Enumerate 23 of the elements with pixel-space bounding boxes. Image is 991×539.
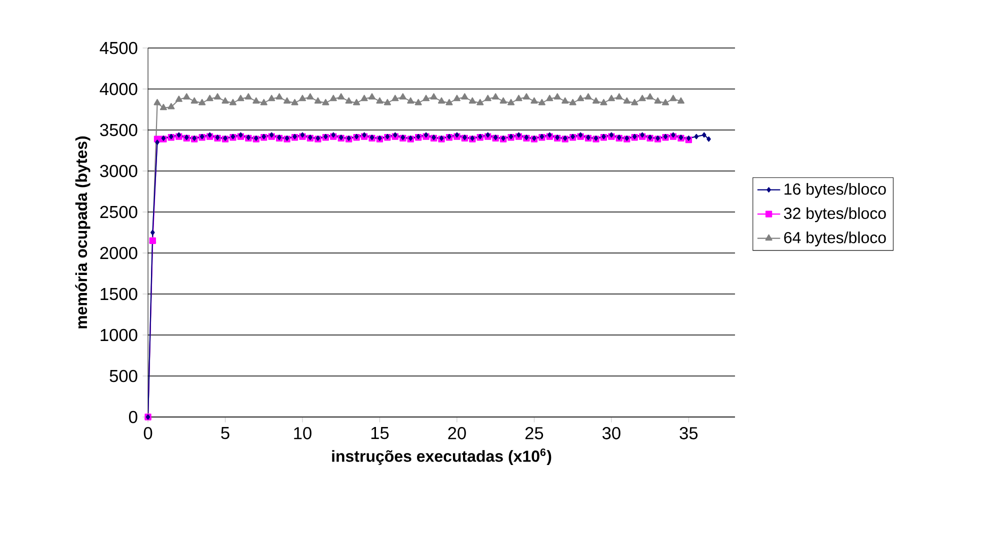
y-tick-label: 500 (110, 370, 138, 382)
x-tick-label: 25 (525, 427, 544, 440)
y-tick-label: 1500 (100, 288, 138, 300)
legend-label: 64 bytes/bloco (784, 232, 886, 246)
y-tick-label: 2000 (100, 246, 138, 260)
x-tick-label: 15 (371, 427, 389, 440)
x-tick-label: 35 (680, 427, 698, 440)
x-tick-label: 5 (221, 427, 230, 440)
legend-label: 32 bytes/bloco (784, 207, 886, 222)
y-axis-title: memória ocupada (bytes) (75, 136, 90, 328)
x-tick-label: 20 (448, 427, 466, 440)
y-tick-label: 2500 (100, 206, 138, 218)
y-tick-label: 3500 (100, 124, 138, 136)
y-tick-label: 1000 (100, 328, 138, 342)
y-tick-label: 3000 (100, 164, 138, 178)
x-axis-title: instruções executadas (x10$^{6}$) (332, 448, 552, 466)
y-tick-label: 0 (128, 410, 138, 424)
x-tick-label: 10 (294, 427, 312, 440)
y-tick-label: 4000 (100, 82, 138, 96)
legend-label: 16 bytes/bloco (784, 183, 886, 198)
x-tick-label: 0 (144, 427, 152, 440)
x-tick-label: 30 (602, 427, 620, 440)
y-tick-label: 4500 (100, 42, 138, 54)
